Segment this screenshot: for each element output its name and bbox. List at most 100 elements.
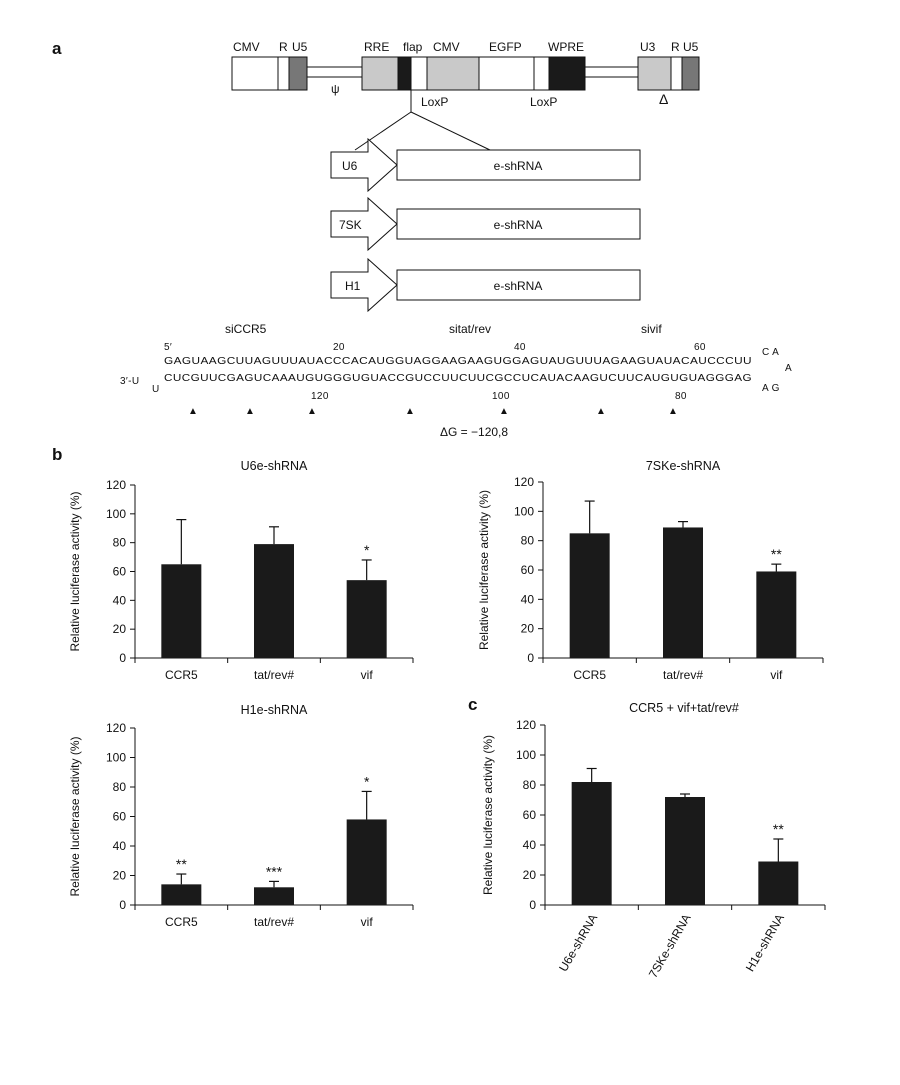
significance-label: ** xyxy=(773,821,784,837)
bar-7SKe-shRNA xyxy=(665,797,705,905)
y-tick-label: 40 xyxy=(523,838,537,852)
insert-box-h1 xyxy=(396,269,641,301)
panel-label-b: b xyxy=(52,445,62,464)
marker-triangle-icon: ▲ xyxy=(405,406,415,417)
bar-CCR5 xyxy=(161,564,202,658)
vector-label-u5: U5 xyxy=(292,40,308,54)
target-label-sitatrev: sitat/rev xyxy=(449,322,491,336)
segment-u5-5prime xyxy=(288,56,308,91)
loop-bottom: A G xyxy=(762,383,780,394)
insert-box-7sk xyxy=(396,208,641,240)
y-tick-label: 20 xyxy=(523,868,537,882)
y-tick-label: 120 xyxy=(106,721,126,735)
three-prime-label: 3′-U xyxy=(120,376,139,387)
vector-label-r: R xyxy=(279,40,288,54)
loop-right: A xyxy=(785,363,792,374)
segment-flap xyxy=(397,56,412,91)
y-tick-label: 120 xyxy=(106,478,126,492)
y-tick-label: 0 xyxy=(119,651,126,665)
insertion-line-right xyxy=(410,111,491,151)
segment-cmv-internal xyxy=(426,56,480,91)
segment-u3-3prime xyxy=(637,56,672,91)
y-tick-label: 40 xyxy=(113,839,127,853)
vector-label-egfp: EGFP xyxy=(489,40,522,54)
panel-label-c: c xyxy=(468,695,477,714)
bar-vif xyxy=(346,819,387,905)
x-tick-label: tat/rev# xyxy=(254,915,294,929)
significance-label: * xyxy=(364,773,370,789)
y-tick-label: 0 xyxy=(527,651,534,665)
segment-rre xyxy=(361,56,399,91)
y-tick-label: 100 xyxy=(106,507,126,521)
chart-title: U6e-shRNA xyxy=(241,459,308,473)
vector-label-u3: U3 xyxy=(640,40,656,54)
insert-box-u6 xyxy=(396,149,641,181)
position-40: 40 xyxy=(514,342,526,353)
bar-CCR5 xyxy=(569,533,610,658)
promoter-label-h1: H1 xyxy=(345,279,361,293)
marker-triangle-icon: ▲ xyxy=(596,406,606,417)
vector-label-cmv-internal: CMV xyxy=(433,40,460,54)
position-80: 80 xyxy=(675,391,687,402)
three-prime-overhang: U xyxy=(152,384,160,395)
position-20: 20 xyxy=(333,342,345,353)
vector-label-r-3prime: R xyxy=(671,40,680,54)
y-tick-label: 60 xyxy=(521,563,535,577)
promoter-label-7sk: 7SK xyxy=(339,218,362,232)
y-tick-label: 80 xyxy=(521,534,535,548)
marker-triangle-icon: ▲ xyxy=(307,406,317,417)
chart-3: H1e-shRNA Relative luciferase activity (%… xyxy=(68,703,414,929)
chart-1: U6e-shRNA Relative luciferase activity (%… xyxy=(68,459,414,682)
y-tick-label: 60 xyxy=(523,808,537,822)
y-tick-label: 20 xyxy=(113,622,127,636)
vector-label-rre: RRE xyxy=(364,40,389,54)
target-label-siccr5: siCCR5 xyxy=(225,322,267,336)
chart-4: CCR5 + vif+tat/rev# Relative luciferase a… xyxy=(481,701,826,981)
x-tick-label: vif xyxy=(361,915,374,929)
loxp-label-1: LoxP xyxy=(421,95,448,109)
y-tick-label: 120 xyxy=(516,718,536,732)
y-tick-label: 0 xyxy=(119,898,126,912)
marker-triangle-icon: ▲ xyxy=(668,406,678,417)
insert-label-h1: e-shRNA xyxy=(494,279,543,293)
five-prime-label: 5′ xyxy=(164,342,172,353)
panel-label-a: a xyxy=(52,39,62,58)
y-tick-label: 60 xyxy=(113,565,127,579)
y-axis-title: Relative luciferase activity (%) xyxy=(68,491,82,651)
x-tick-label: tat/rev# xyxy=(254,668,294,682)
insert-label-7sk: e-shRNA xyxy=(494,218,543,232)
x-tick-label: tat/rev# xyxy=(663,668,703,682)
y-tick-label: 20 xyxy=(113,869,127,883)
y-tick-label: 80 xyxy=(113,536,127,550)
segment-cmv-5prime xyxy=(231,56,279,91)
y-tick-label: 40 xyxy=(113,593,127,607)
loxp-label-2: LoxP xyxy=(530,95,557,109)
loop-top: C A xyxy=(762,347,779,358)
bar-charts: U6e-shRNA Relative luciferase activity (%… xyxy=(68,459,826,981)
insertion-line-left xyxy=(354,111,412,151)
construct-7sk: 7SK e-shRNA xyxy=(330,196,641,252)
bar-CCR5 xyxy=(161,884,202,905)
significance-label: * xyxy=(364,542,370,558)
bottom-strand: CUCGUUCGAGUCAAAUGUGGGUGUACCGUCCUUCUUCGCC… xyxy=(164,373,752,384)
chart-title: H1e-shRNA xyxy=(241,703,308,717)
x-tick-label: 7SKe-shRNA xyxy=(646,912,694,981)
y-axis-title: Relative luciferase activity (%) xyxy=(481,735,495,895)
vector-label-flap: flap xyxy=(403,40,423,54)
bar-tat/rev# xyxy=(254,887,294,905)
bar-vif xyxy=(756,571,797,658)
x-tick-label: CCR5 xyxy=(573,668,606,682)
y-tick-label: 100 xyxy=(106,751,126,765)
bar-tat/rev# xyxy=(663,527,703,658)
x-tick-label: CCR5 xyxy=(165,915,198,929)
construct-u6: U6 e-shRNA xyxy=(330,137,641,193)
y-tick-label: 80 xyxy=(523,778,537,792)
construct-h1: H1 e-shRNA xyxy=(330,257,641,313)
x-tick-label: CCR5 xyxy=(165,668,198,682)
y-tick-label: 60 xyxy=(113,810,127,824)
delta-g-value: ΔG = −120,8 xyxy=(440,425,508,439)
vector-label-u5-3prime: U5 xyxy=(683,40,699,54)
psi-symbol: ψ xyxy=(331,82,340,96)
segment-loxp-1 xyxy=(410,56,428,91)
